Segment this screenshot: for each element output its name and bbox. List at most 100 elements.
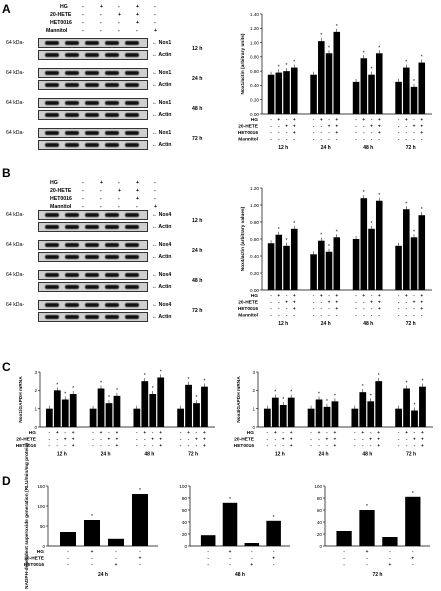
y-tick-label: 0.20	[250, 271, 259, 276]
bar	[375, 381, 383, 427]
treat-sign: -	[313, 125, 315, 130]
blot-band	[85, 113, 99, 117]
significance-mark: *	[152, 386, 154, 392]
bar	[222, 502, 238, 546]
blot-band	[45, 243, 59, 247]
treat-sign: -	[270, 294, 272, 299]
treat-sign: -	[320, 301, 322, 306]
group-label: 72 h	[372, 572, 382, 578]
blot-band	[105, 315, 119, 319]
group-label: 24 h	[321, 321, 331, 327]
y-tick-label: 60	[182, 508, 188, 513]
treat-sign: -	[398, 314, 400, 319]
treat-sign: +	[293, 118, 296, 123]
treat-sign: +	[154, 204, 158, 210]
treat-sign: -	[139, 550, 141, 555]
y-tick-label: 0	[184, 544, 187, 549]
significance-mark: *	[56, 382, 58, 388]
treat-sign: -	[371, 131, 373, 136]
bar	[375, 200, 383, 290]
blot-band	[85, 83, 99, 87]
treat-sign: -	[370, 431, 372, 436]
bar	[45, 408, 53, 427]
treat-label: Mannitol	[46, 28, 68, 34]
treat-sign: -	[91, 563, 93, 568]
treat-sign: -	[82, 204, 84, 210]
bar	[185, 384, 192, 427]
treat-sign: -	[49, 431, 51, 436]
treat-sign: +	[285, 301, 288, 306]
bar	[149, 394, 157, 427]
treat-sign: -	[343, 550, 345, 555]
treat-sign: -	[273, 550, 275, 555]
treat-sign: -	[267, 431, 269, 436]
y-tick-label: 1.40	[250, 12, 259, 17]
blot-kda: 64 kDa-	[6, 272, 25, 278]
treat-sign: -	[278, 307, 280, 312]
blot-image	[38, 210, 148, 220]
blot-band	[105, 143, 119, 147]
treat-sign: -	[92, 438, 94, 443]
treat-sign: +	[108, 438, 111, 443]
treat-sign: -	[413, 138, 415, 143]
treat-sign: -	[336, 138, 338, 143]
treat-sign: -	[136, 28, 138, 34]
treat-label: HG	[37, 549, 44, 555]
blot-band	[45, 53, 59, 57]
y-tick-label: 1.20	[250, 186, 259, 191]
blot-kda: 64 kDa-	[6, 70, 25, 76]
bar	[287, 397, 295, 427]
blot-band	[125, 53, 139, 57]
treat-sign: +	[328, 125, 331, 130]
treat-sign: -	[278, 125, 280, 130]
treat-sign: +	[335, 294, 338, 299]
blot-band	[45, 143, 59, 147]
bar	[201, 386, 208, 427]
treat-sign: -	[251, 550, 253, 555]
treat-sign: -	[405, 131, 407, 136]
treat-sign: +	[420, 118, 423, 123]
bar	[395, 81, 402, 114]
treat-sign: -	[196, 444, 198, 449]
blot-band	[125, 41, 139, 45]
treat-sign: -	[270, 125, 272, 130]
group-label: 72 h	[188, 452, 198, 458]
y-tick-label: 100	[179, 484, 187, 489]
treat-sign: -	[398, 444, 400, 449]
treat-sign: -	[100, 188, 102, 194]
treat-label: 20-HETE	[238, 124, 259, 130]
significance-mark: *	[328, 244, 330, 250]
bar	[60, 532, 76, 546]
y-axis-label: Nox1/actin (arbitrary units)	[240, 33, 246, 94]
treat-sign: +	[100, 180, 104, 186]
treat-sign: -	[274, 438, 276, 443]
treat-sign: +	[290, 438, 293, 443]
treat-sign: +	[136, 12, 140, 18]
treat-sign: -	[371, 294, 373, 299]
blot-band	[85, 101, 99, 105]
blot-band	[105, 255, 119, 259]
bar	[275, 234, 283, 290]
treat-sign: -	[414, 431, 416, 436]
blot-image	[38, 252, 148, 262]
treat-sign: -	[188, 438, 190, 443]
treat-sign: +	[72, 444, 75, 449]
treat-label: HG	[251, 293, 258, 299]
bar	[263, 408, 271, 427]
blot-band	[65, 83, 79, 87]
significance-mark: *	[406, 381, 408, 387]
treat-sign: -	[371, 118, 373, 123]
group-label: 48 h	[235, 572, 245, 578]
treat-sign: +	[195, 438, 198, 443]
blot-band	[85, 315, 99, 319]
blot-actin-label: ← Actin	[152, 142, 172, 148]
blot-image	[38, 140, 148, 150]
blot-target-label: ← Nox1	[152, 130, 172, 136]
treat-sign: +	[272, 557, 275, 562]
treat-sign: +	[378, 301, 381, 306]
treat-sign: -	[328, 118, 330, 123]
treat-sign: +	[377, 444, 380, 449]
blot-band	[65, 101, 79, 105]
treat-sign: -	[293, 314, 295, 319]
blot-actin-label: ← Actin	[152, 52, 172, 58]
